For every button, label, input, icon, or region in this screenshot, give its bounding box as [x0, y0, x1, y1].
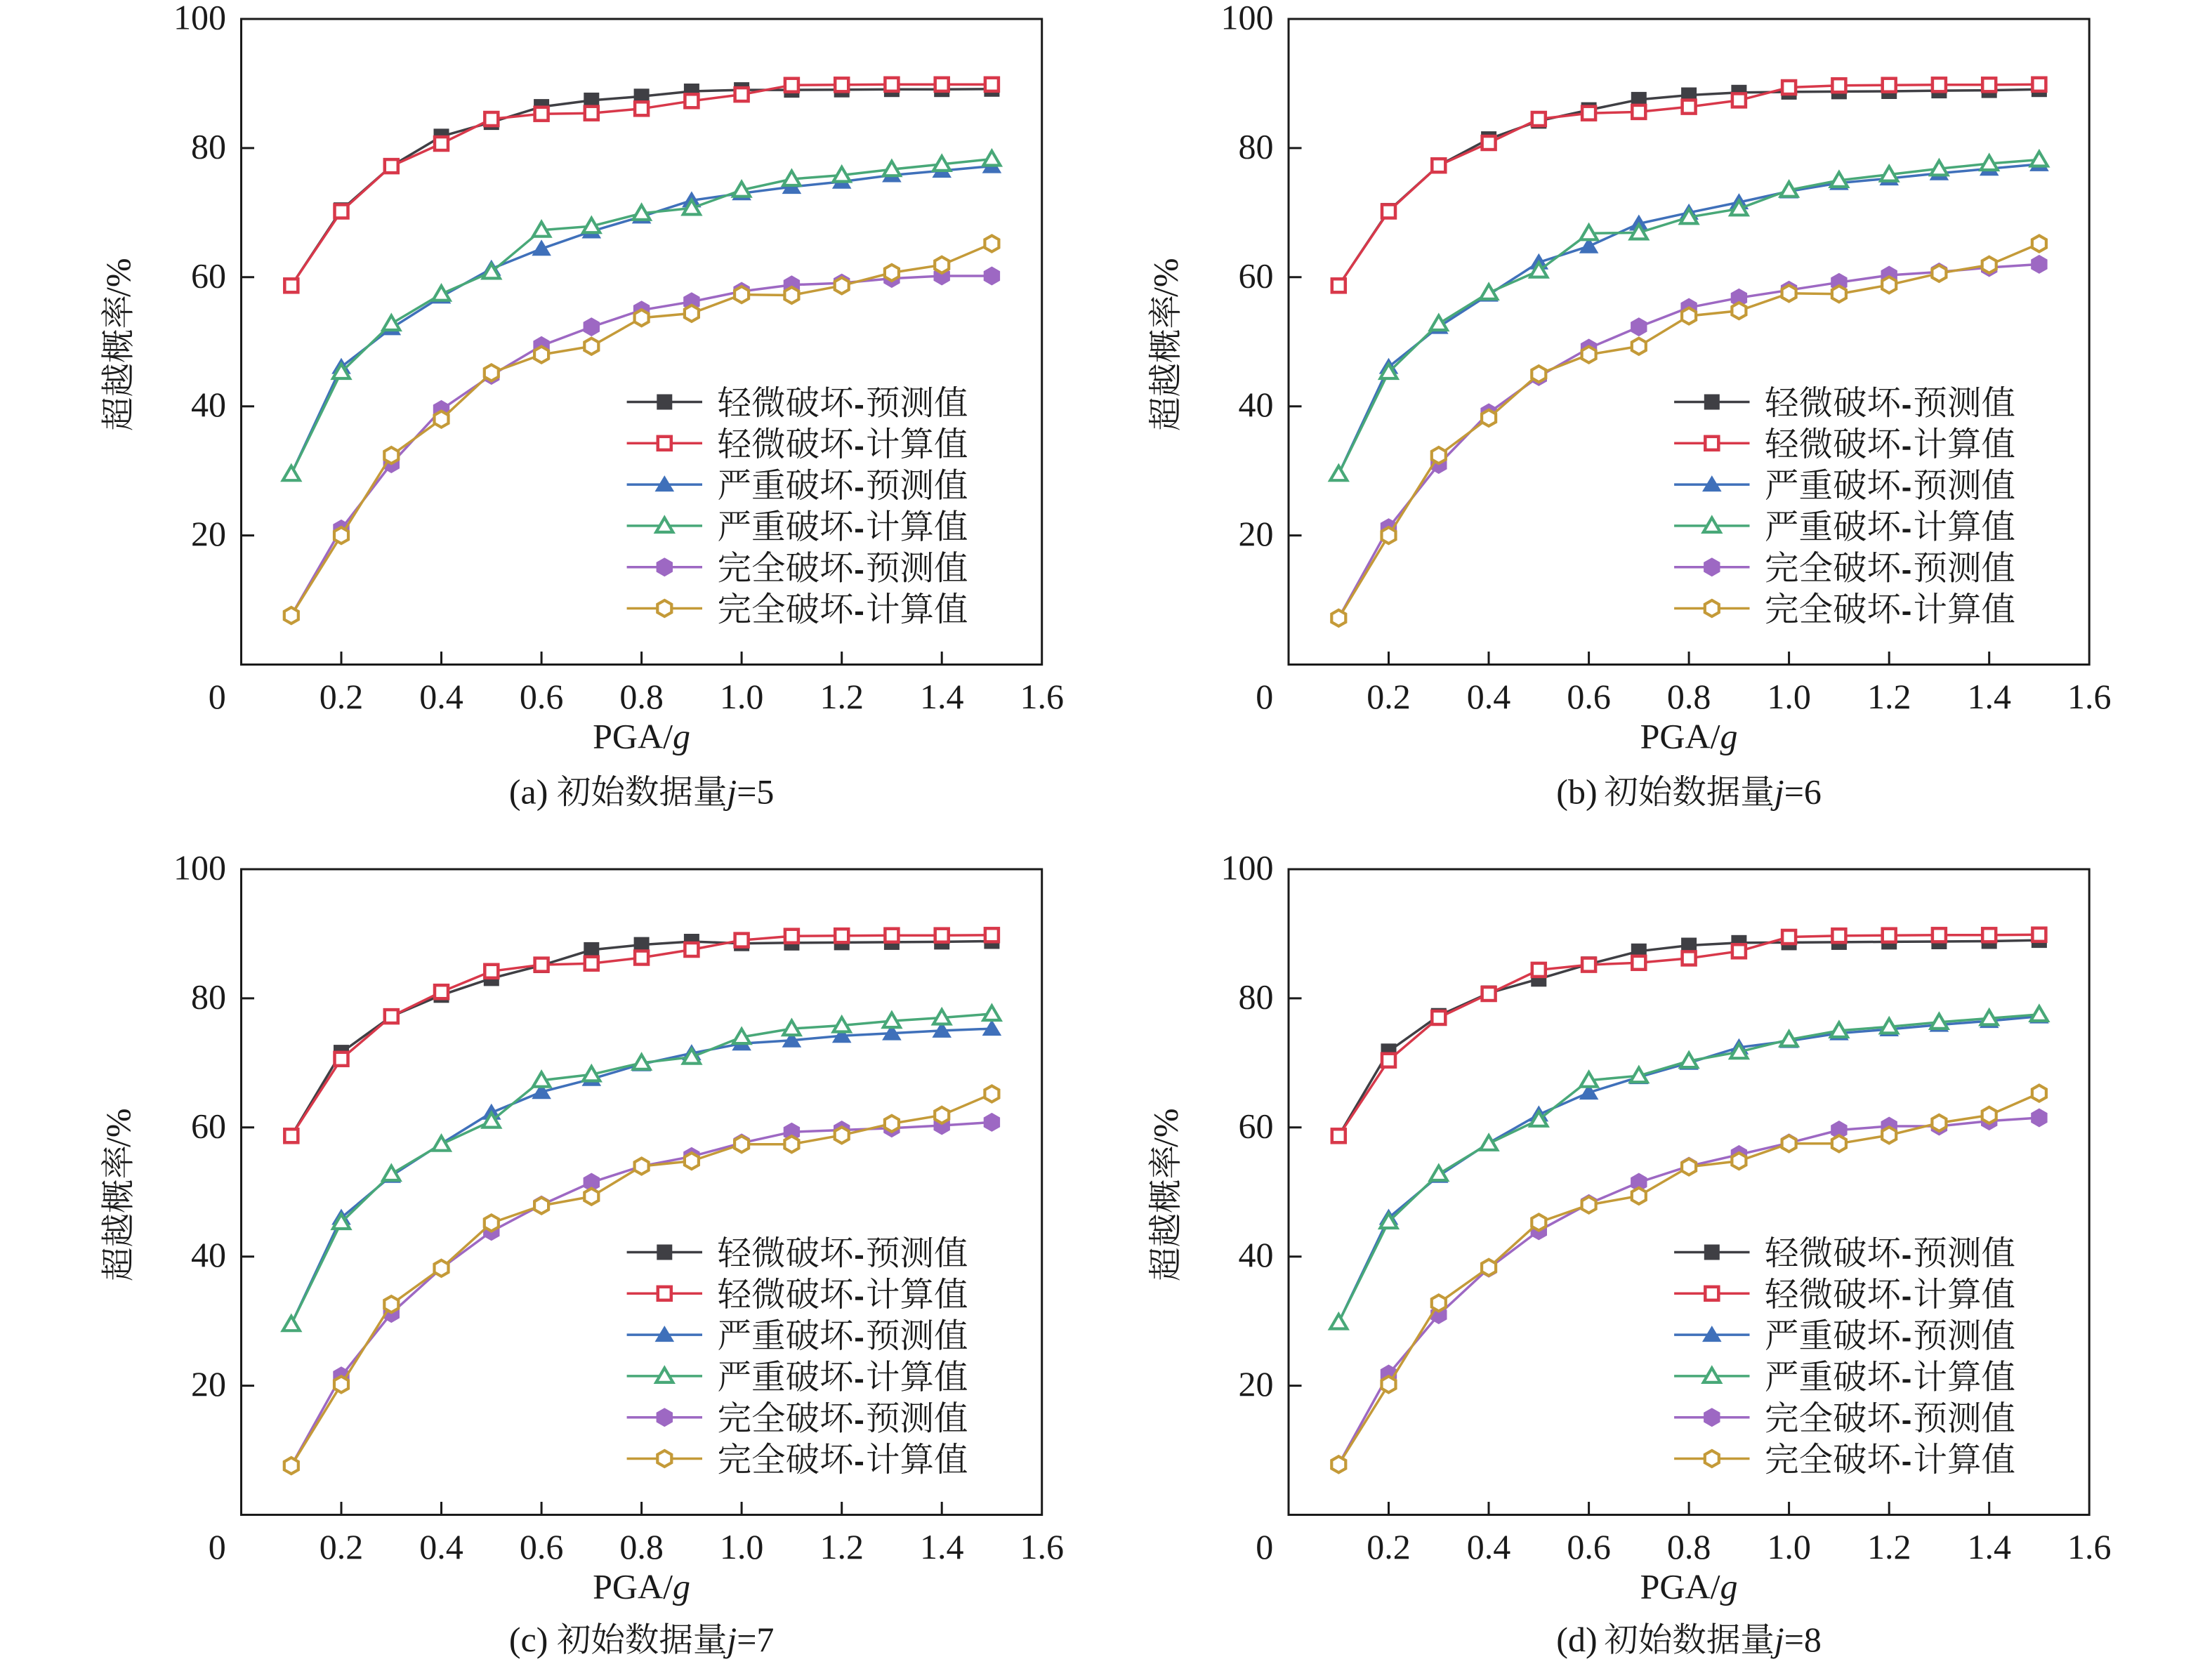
svg-text:j=7: j=7	[723, 1620, 774, 1659]
svg-text:j=6: j=6	[1770, 772, 1822, 812]
svg-text:(c): (c)	[509, 1620, 548, 1659]
svg-text:j=8: j=8	[1770, 1620, 1822, 1659]
svg-text:(a): (a)	[509, 772, 548, 812]
svg-text:(b): (b)	[1556, 772, 1597, 812]
svg-text:(d): (d)	[1556, 1620, 1597, 1659]
svg-text:j=5: j=5	[723, 772, 774, 812]
